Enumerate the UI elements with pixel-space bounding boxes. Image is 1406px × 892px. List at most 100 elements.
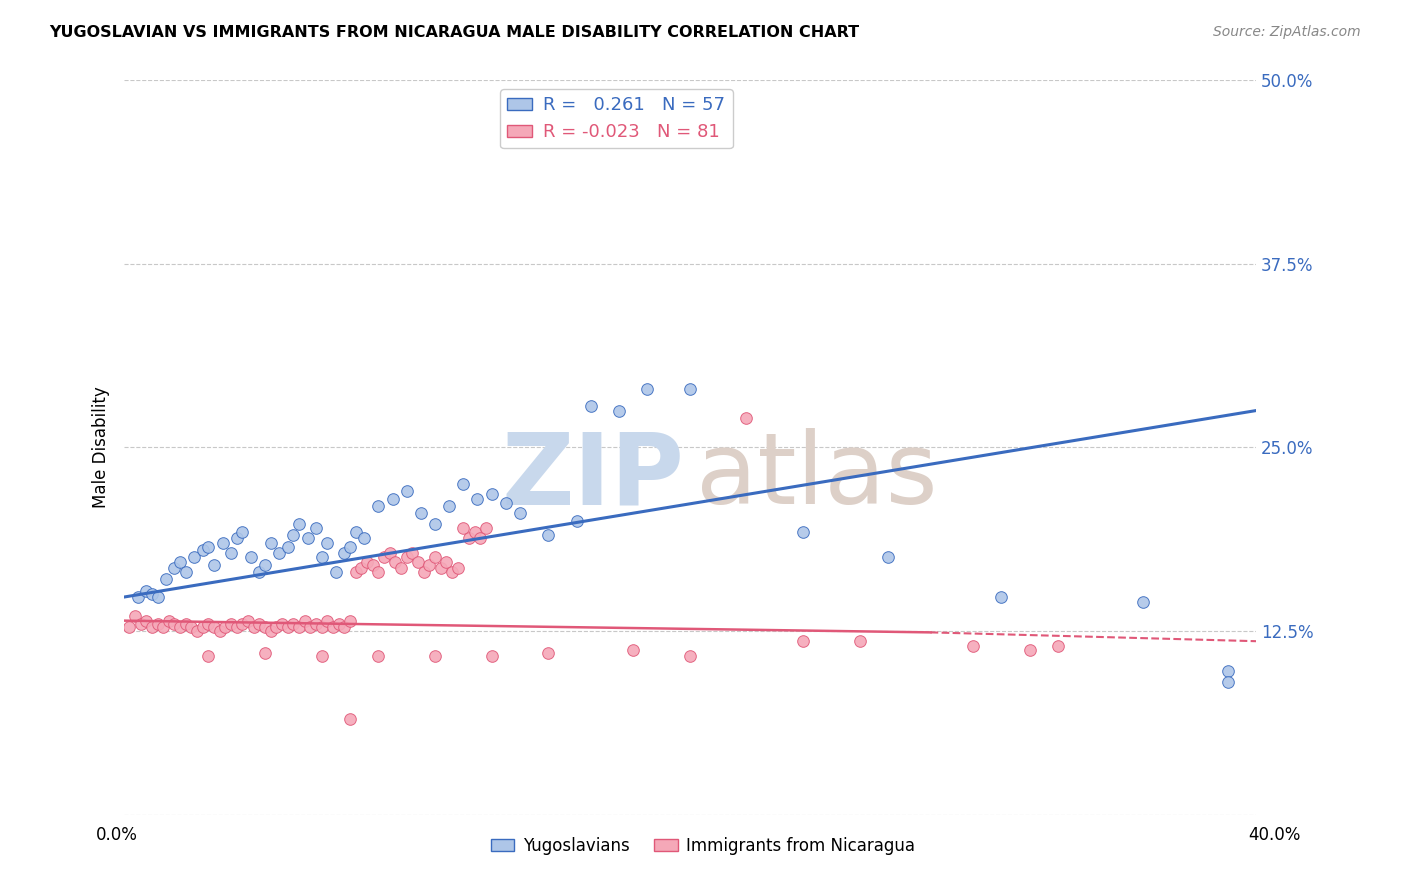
Point (186, 624, 208, 638)
Point (202, 558, 225, 572)
Point (183, 550, 205, 565)
Point (423, 550, 446, 565)
Point (316, 614, 339, 628)
Point (679, 648, 702, 663)
Point (353, 532, 375, 546)
Point (260, 624, 283, 638)
Point (434, 555, 457, 569)
Point (464, 525, 486, 540)
Point (197, 648, 219, 663)
Point (254, 646, 277, 660)
Point (231, 616, 253, 631)
Point (297, 532, 319, 546)
Text: ZIP: ZIP (502, 428, 685, 525)
Point (418, 558, 440, 572)
Point (1046, 639, 1069, 653)
Point (239, 550, 262, 565)
Point (429, 560, 451, 574)
Point (269, 546, 291, 560)
Point (155, 573, 177, 587)
Point (311, 550, 333, 565)
Point (409, 507, 432, 521)
Point (395, 550, 418, 565)
Point (495, 496, 517, 510)
Point (242, 619, 264, 633)
Text: 0.0%: 0.0% (96, 826, 138, 844)
Point (356, 555, 378, 569)
Point (174, 616, 197, 631)
Point (202, 619, 225, 633)
Point (163, 616, 186, 631)
Point (328, 616, 350, 631)
Point (208, 624, 231, 638)
Point (475, 521, 498, 535)
Point (322, 619, 344, 633)
Point (283, 616, 305, 631)
Point (219, 546, 242, 560)
Point (458, 532, 481, 546)
Point (579, 399, 602, 413)
Point (141, 619, 163, 633)
Point (395, 484, 418, 499)
Point (537, 646, 560, 660)
Point (401, 546, 423, 560)
Point (481, 487, 503, 501)
Point (636, 382, 658, 396)
Point (412, 565, 434, 579)
Point (254, 619, 277, 633)
Point (124, 609, 146, 624)
Point (607, 403, 630, 417)
Point (470, 532, 492, 546)
Point (339, 614, 361, 628)
Point (214, 619, 236, 633)
Text: YUGOSLAVIAN VS IMMIGRANTS FROM NICARAGUA MALE DISABILITY CORRELATION CHART: YUGOSLAVIAN VS IMMIGRANTS FROM NICARAGUA… (49, 25, 859, 40)
Point (381, 491, 404, 506)
Point (423, 648, 446, 663)
Point (384, 555, 406, 569)
Point (271, 616, 294, 631)
Point (848, 634, 870, 648)
Point (1216, 675, 1239, 690)
Point (225, 532, 247, 546)
Point (333, 546, 356, 560)
Legend: R =   0.261   N = 57, R = -0.023   N = 81: R = 0.261 N = 57, R = -0.023 N = 81 (501, 89, 733, 148)
Point (406, 555, 429, 569)
Point (509, 507, 531, 521)
Point (1216, 664, 1239, 678)
Point (249, 616, 271, 631)
Point (197, 616, 219, 631)
Y-axis label: Male Disability: Male Disability (93, 386, 110, 508)
Point (169, 619, 191, 633)
Point (792, 525, 814, 540)
Point (163, 560, 186, 574)
Point (367, 565, 389, 579)
Point (277, 619, 299, 633)
Point (249, 565, 271, 579)
Point (311, 619, 333, 633)
Point (440, 565, 463, 579)
Text: Source: ZipAtlas.com: Source: ZipAtlas.com (1213, 25, 1361, 39)
Point (152, 619, 174, 633)
Legend: Yugoslavians, Immigrants from Nicaragua: Yugoslavians, Immigrants from Nicaragua (484, 830, 922, 862)
Point (316, 535, 339, 549)
Point (361, 558, 384, 572)
Point (127, 590, 149, 604)
Point (294, 614, 316, 628)
Point (191, 619, 214, 633)
Point (565, 514, 588, 528)
Point (621, 643, 644, 657)
Text: atlas: atlas (696, 428, 938, 525)
Point (339, 540, 361, 554)
Point (453, 477, 475, 491)
Point (453, 521, 475, 535)
Point (447, 560, 470, 574)
Point (423, 516, 446, 531)
Point (389, 560, 412, 574)
Point (174, 565, 197, 579)
Point (191, 543, 214, 558)
Point (118, 619, 141, 633)
Point (467, 491, 489, 506)
Point (180, 619, 202, 633)
Point (260, 535, 283, 549)
Point (146, 616, 169, 631)
